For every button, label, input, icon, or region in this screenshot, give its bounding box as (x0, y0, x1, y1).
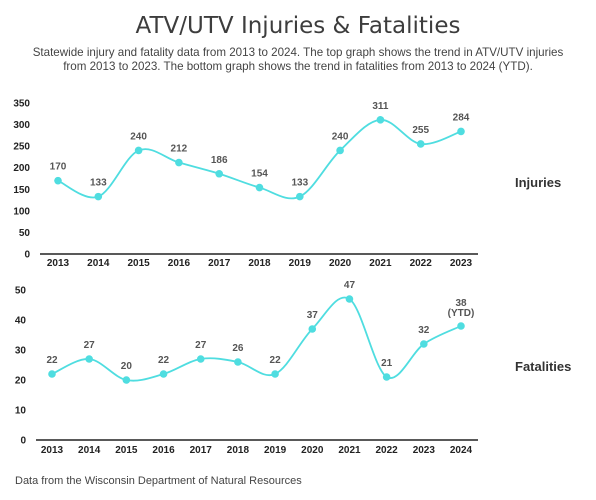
x-tick-label: 2021 (369, 258, 392, 269)
data-point (175, 158, 183, 167)
data-label: 22 (46, 355, 58, 366)
page-title: ATV/UTV Injuries & Fatalities (135, 13, 461, 39)
data-point (196, 355, 205, 363)
x-tick-label: 2020 (301, 445, 324, 456)
y-tick-label: 50 (19, 228, 31, 239)
x-tick-label: 2015 (127, 258, 150, 269)
x-tick-label: 2020 (329, 258, 352, 269)
y-tick-label: 40 (15, 316, 27, 327)
data-label: 26 (232, 343, 244, 354)
data-point (382, 373, 391, 381)
data-point (345, 295, 354, 303)
data-label: 37 (307, 310, 319, 321)
x-tick-label: 2019 (264, 445, 287, 456)
data-label: 284 (453, 112, 470, 123)
data-label: 240 (332, 131, 349, 142)
y-tick-label: 100 (13, 206, 30, 217)
x-tick-label: 2021 (338, 445, 361, 456)
data-point (54, 176, 62, 185)
data-label: 240 (130, 131, 147, 142)
y-tick-label: 200 (13, 163, 30, 174)
data-label: 186 (211, 155, 228, 166)
y-tick-label: 250 (13, 142, 30, 153)
y-tick-label: 150 (13, 185, 30, 196)
data-point (122, 376, 131, 384)
y-tick-label: 50 (15, 286, 27, 297)
data-label: 27 (84, 340, 96, 351)
data-point (336, 146, 344, 155)
data-label: 32 (418, 325, 430, 336)
y-tick-label: 20 (15, 376, 27, 387)
x-tick-label: 2014 (78, 445, 101, 456)
data-label: 20 (121, 361, 133, 372)
data-label-note: (YTD) (448, 308, 475, 319)
x-tick-label: 2022 (376, 445, 399, 456)
x-tick-label: 2024 (450, 445, 473, 456)
x-tick-label: 2018 (248, 258, 271, 269)
data-point (85, 355, 93, 363)
data-point (420, 340, 428, 348)
data-point (308, 325, 317, 333)
page-subtitle: Statewide injury and fatality data from … (32, 46, 564, 73)
data-label: 133 (291, 178, 308, 189)
data-label: 255 (412, 125, 429, 136)
x-tick-label: 2014 (87, 258, 110, 269)
x-tick-label: 2013 (47, 258, 70, 269)
source-note: Data from the Wisconsin Department of Na… (15, 475, 302, 487)
x-tick-label: 2017 (190, 445, 213, 456)
data-label: 154 (251, 169, 268, 180)
x-tick-label: 2019 (289, 258, 312, 269)
data-point (296, 192, 304, 201)
data-label: 311 (372, 101, 389, 112)
x-tick-label: 2013 (41, 445, 64, 456)
x-tick-label: 2016 (168, 258, 191, 269)
data-label: 38 (455, 298, 467, 309)
data-point (215, 169, 223, 178)
y-tick-label: 0 (20, 436, 26, 447)
data-label: 21 (381, 358, 393, 369)
data-label: 170 (50, 162, 67, 173)
data-label: 47 (344, 280, 356, 291)
data-label: 27 (195, 340, 207, 351)
chart-panel-fatalities: 0 10 20 30 40 50 2013 2014 2015 2016 2017 2018 2019 2… (15, 280, 571, 456)
data-point (94, 192, 103, 201)
y-tick-label: 300 (13, 120, 30, 131)
data-point (134, 146, 143, 155)
x-tick-label: 2018 (227, 445, 250, 456)
x-tick-label: 2016 (152, 445, 175, 456)
data-point (376, 116, 385, 124)
x-tick-label: 2023 (450, 258, 473, 269)
series-line (51, 296, 462, 382)
y-tick-label: 30 (15, 346, 27, 357)
data-point (48, 370, 56, 378)
chart-panel-injuries: 0 50 100 150 200 250 300 350 2013 2014 2015 2016 201… (13, 99, 561, 270)
data-point (416, 140, 425, 148)
data-point (271, 370, 279, 378)
x-tick-label: 2023 (413, 445, 436, 456)
x-tick-label: 2022 (410, 258, 433, 269)
data-point (234, 358, 242, 366)
data-label: 22 (158, 355, 170, 366)
data-label: 212 (171, 144, 188, 155)
data-point (457, 127, 465, 136)
y-tick-label: 350 (13, 99, 30, 110)
x-tick-label: 2015 (115, 445, 138, 456)
data-point (255, 183, 264, 192)
y-tick-label: 0 (24, 250, 30, 261)
data-point (457, 322, 465, 330)
data-label: 133 (90, 178, 107, 189)
y-tick-label: 10 (15, 406, 27, 417)
series-side-label: Injuries (515, 175, 561, 190)
data-point (159, 370, 168, 378)
series-side-label: Fatalities (515, 359, 571, 374)
data-label: 22 (270, 355, 282, 366)
x-tick-label: 2017 (208, 258, 231, 269)
